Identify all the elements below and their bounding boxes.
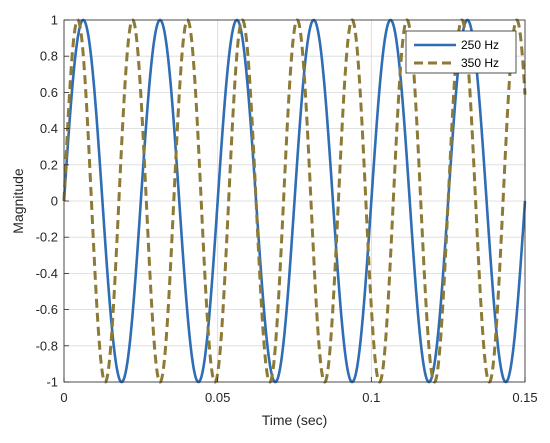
y-tick-label: 0.8 [40,49,58,64]
y-tick-label: 0.4 [40,121,58,136]
y-tick-label: -0.8 [36,338,58,353]
legend-box [405,30,517,74]
y-tick-label: -0.4 [36,266,58,281]
y-tick-label: 1 [51,13,58,28]
y-tick-label: -0.6 [36,302,58,317]
y-tick-label: 0.2 [40,157,58,172]
y-tick-label: -1 [46,375,58,390]
y-tick-label: -0.2 [36,230,58,245]
x-tick-label: 0.1 [362,390,380,405]
y-axis-ticks: -1 -0.8 -0.6 -0.4 -0.2 0 0.2 0.4 0.6 0.8 1 [36,13,69,390]
legend-label-250-hz: 250 Hz [461,38,499,52]
x-axis-ticks: 0 0.05 0.1 0.15 [60,377,538,405]
x-axis-label: Time (sec) [262,412,328,428]
y-axis-label: Magnitude [10,168,26,234]
y-tick-label: 0.6 [40,85,58,100]
series-layer [62,18,527,384]
legend: 250 Hz 350 Hz [405,30,517,74]
x-tick-label: 0.15 [512,390,537,405]
x-tick-label: 0 [60,390,67,405]
x-tick-label: 0.05 [205,390,230,405]
legend-label-350-hz: 350 Hz [461,56,499,70]
series-line-350-hz [62,18,527,384]
y-tick-label: 0 [51,194,58,209]
